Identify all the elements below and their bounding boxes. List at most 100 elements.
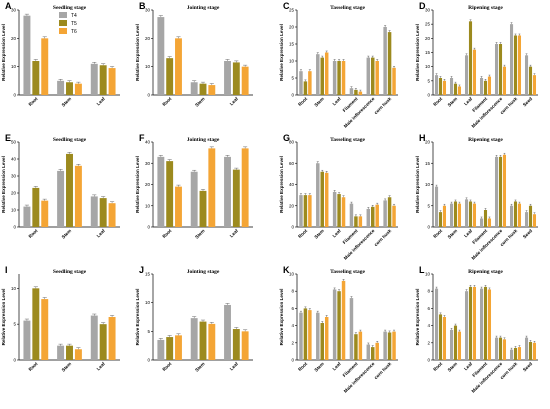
panel-j-category-label: Leaf (229, 361, 240, 372)
panel-d-y-tick-label: 0 (427, 93, 430, 98)
panel-c-y-tick-label: 0 (291, 93, 294, 98)
panel-b-bar-t5 (232, 62, 240, 95)
legend-label-t4: T4 (71, 13, 77, 19)
panel-l-y-tick-label: 6 (427, 306, 430, 311)
panel-i-bar-t6 (41, 299, 49, 360)
panel-e-category-label: Leaf (96, 228, 107, 239)
panel-d-y-tick-label: 20 (425, 36, 431, 41)
panel-l-bar-t5 (483, 286, 488, 360)
panel-j-bar-t4 (224, 304, 231, 360)
panel-l-bar-t6 (502, 339, 507, 360)
panel-e-bar-t5 (66, 153, 73, 227)
panel-l-bar-t4 (464, 291, 469, 360)
panel-c-bar-t4 (332, 61, 337, 95)
panel-k-bar-t6 (324, 317, 329, 360)
panel-k-category-label: Leaf (332, 361, 343, 372)
panel-I: I Seedling stage Relative Expression Level… (1, 265, 120, 373)
panel-d-bar-t5 (468, 21, 473, 95)
panel-i-bar-t4 (23, 320, 31, 360)
panel-f-category-label: Stem (194, 228, 205, 239)
panel-g-y-tick-label: 60 (289, 161, 295, 166)
panel-d-y-tick-label: 30 (425, 8, 431, 13)
panel-l-bar-t6 (532, 342, 537, 360)
panel-g-y-tick-label: 20 (289, 203, 295, 208)
panel-b-bar-t6 (241, 66, 249, 95)
panel-a-bar-t4 (23, 15, 31, 96)
panel-l-bar-t5 (468, 286, 473, 360)
panel-l-bar-t6 (442, 317, 447, 360)
panel-b-bar-t6 (208, 85, 216, 95)
panel-k-y-tick-label: 2 (291, 340, 294, 345)
panel-D: D Ripening stage Relative Expression Level… (415, 1, 538, 129)
panel-c-bar-t4 (316, 54, 320, 95)
panel-d-bar-t4 (509, 24, 514, 96)
panel-l-bar-t4 (524, 337, 529, 360)
panel-a-category-label: Stem (61, 96, 72, 107)
panel-F: F Jointing stage Relative Expression Level… (135, 133, 253, 240)
panel-i-y-tick-label: 10 (11, 286, 17, 291)
panel-l-title: Ripening stage (468, 269, 503, 275)
panel-g-bar-t4 (332, 191, 337, 227)
panel-l-bar-t4 (509, 349, 514, 360)
panel-h-y-axis-label: Relative Expression Level (415, 156, 420, 213)
panel-g-bar-t5 (387, 197, 392, 227)
panel-a-letter: A (5, 1, 12, 11)
panel-e-y-axis-label: Relative Expression Level (1, 156, 6, 213)
panel-k-bar-t4 (349, 298, 354, 360)
panel-b-bar-t4 (157, 17, 165, 95)
panel-e-y-tick-label: 50 (11, 140, 17, 145)
panel-h-title: Ripening stage (468, 137, 503, 143)
panel-k-bar-t5 (320, 323, 324, 360)
panel-h-bar-t4 (479, 218, 484, 227)
panel-A: A Seedling stage Relative Expression Level… (1, 1, 120, 108)
panel-f-title: Jointing stage (187, 137, 220, 143)
panel-f-bar-t5 (199, 190, 207, 227)
panel-g-bar-t4 (316, 163, 320, 227)
panel-h-bar-t4 (464, 199, 469, 227)
panel-h-bar-t5 (453, 201, 458, 227)
panel-e-bar-t4 (90, 196, 98, 227)
panel-k-bar-t5 (371, 347, 375, 360)
panel-c-title: Tasseling stage (330, 5, 365, 11)
panel-f-bar-t4 (190, 171, 198, 227)
panel-l-bar-t4 (449, 329, 454, 360)
panel-H: H Ripening stage Relative Expression Level… (415, 133, 538, 261)
panel-g-letter: G (283, 133, 290, 143)
panel-k-category-label: Stem (313, 361, 324, 372)
panel-c-y-tick-label: 20 (289, 25, 295, 30)
panel-b-bar-t5 (199, 83, 207, 95)
panel-f-bar-t6 (241, 148, 249, 227)
panel-h-bar-t6 (517, 203, 522, 227)
panel-k-bar-t5 (303, 308, 308, 360)
panel-g-bar-t4 (349, 203, 354, 227)
panel-a-bar-t4 (90, 63, 98, 95)
panel-f-y-axis-label: Relative Expression Level (135, 156, 140, 213)
panel-b-category-label: Leaf (229, 96, 240, 107)
panel-b-y-tick-label: 30 (145, 8, 151, 13)
panel-c-bar-t6 (308, 71, 312, 95)
panel-f-y-tick-label: 10 (145, 203, 151, 208)
panel-i-bar-t5 (99, 324, 107, 360)
panel-j-category-label: Stem (194, 361, 205, 372)
panel-l-y-axis-label: Relative Expression Level (415, 289, 420, 346)
panel-k-title: Tasseling stage (330, 269, 365, 275)
panel-c-bar-t6 (375, 61, 379, 95)
panel-d-bar-t5 (498, 44, 503, 95)
panel-c-bar-t4 (299, 71, 303, 95)
panel-j-bar-t5 (166, 337, 174, 360)
panel-k-bar-t6 (392, 331, 396, 360)
panel-f-category-label: Leaf (229, 228, 240, 239)
panel-f-y-tick-label: 30 (145, 161, 151, 166)
panel-b-y-tick-label: 20 (145, 36, 151, 41)
panel-j-title: Jointing stage (187, 269, 220, 275)
panel-b-y-tick-label: 10 (145, 64, 151, 69)
panel-k-bar-t6 (341, 280, 346, 360)
panel-d-bar-t5 (483, 80, 488, 95)
panel-d-bar-t4 (479, 78, 484, 95)
panel-l-category-label: Seed (522, 361, 533, 372)
legend-swatch-t5 (59, 20, 67, 26)
panel-l-category-label: Leaf (463, 361, 474, 372)
panel-i-category-label: Leaf (96, 361, 107, 372)
panel-c-y-tick-label: 25 (289, 8, 295, 13)
